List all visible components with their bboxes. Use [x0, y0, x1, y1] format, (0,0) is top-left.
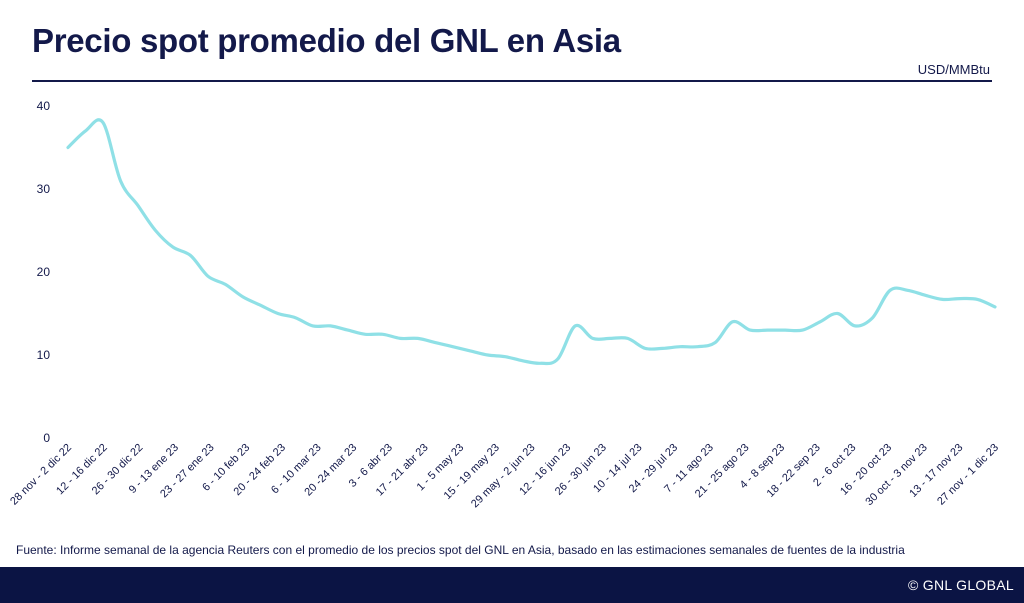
footer-bar: © GNL GLOBAL — [0, 567, 1024, 603]
price-series-line — [66, 118, 997, 366]
title-rule — [32, 80, 992, 82]
x-tick-label: 27 nov - 1 dic 23 — [935, 442, 1001, 508]
unit-label: USD/MMBtu — [917, 62, 990, 77]
y-tick-label: 10 — [37, 348, 51, 362]
y-tick-label: 0 — [43, 431, 50, 445]
x-tick-label: 28 nov - 2 dic 22 — [8, 442, 74, 508]
y-tick-label: 20 — [37, 265, 51, 279]
y-tick-label: 30 — [37, 182, 51, 196]
x-tick-label: 29 may - 2 jun 23 — [469, 442, 538, 511]
x-tick-label: 30 oct - 3 nov 23 — [863, 442, 929, 508]
source-note: Fuente: Informe semanal de la agencia Re… — [16, 543, 905, 557]
y-tick-label: 40 — [37, 99, 51, 113]
brand-label: © GNL GLOBAL — [908, 577, 1014, 593]
chart-title: Precio spot promedio del GNL en Asia — [32, 22, 621, 59]
y-axis-ticks: 0 10 20 30 40 — [37, 99, 51, 445]
